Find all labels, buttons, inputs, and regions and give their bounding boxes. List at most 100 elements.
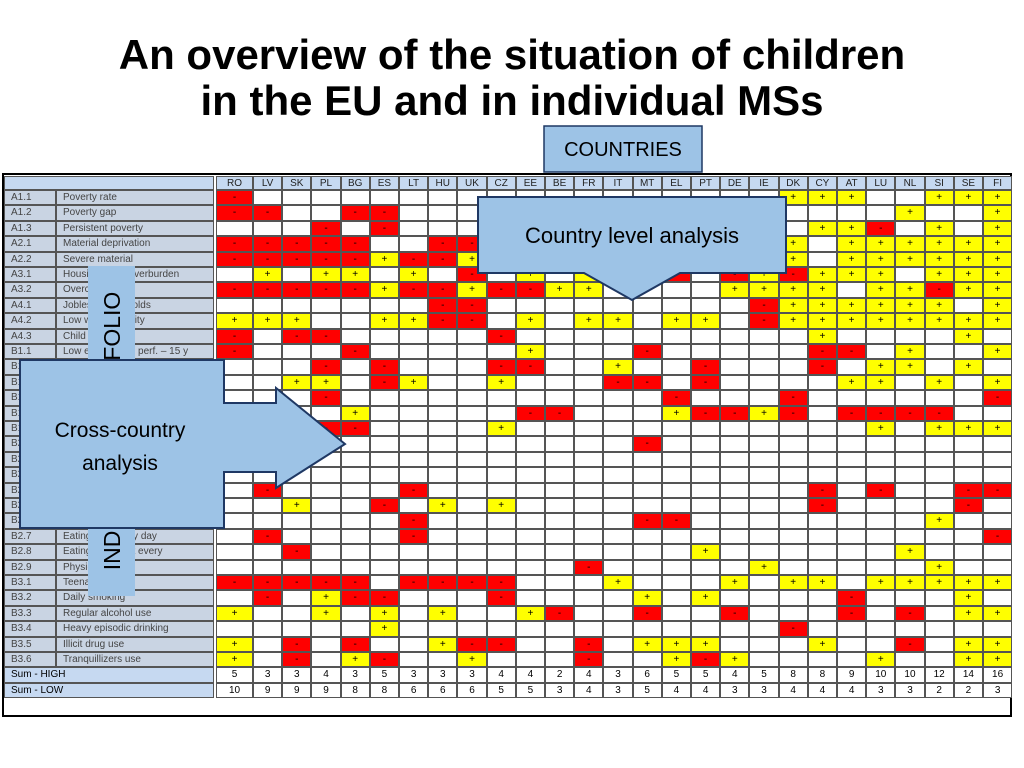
row-code: A4.2 [4, 313, 56, 329]
sum-value: 3 [545, 682, 575, 699]
cell [895, 190, 925, 206]
cell [340, 390, 370, 406]
cell [369, 544, 399, 560]
cell [311, 528, 341, 545]
cross-callout [19, 359, 347, 529]
cell: - [311, 328, 341, 344]
cell: - [457, 636, 487, 652]
cell [428, 621, 458, 637]
cell [632, 544, 662, 560]
cell [369, 405, 399, 421]
cell [895, 482, 925, 498]
cell: + [924, 251, 954, 267]
cell [545, 328, 575, 344]
cell: + [895, 313, 925, 329]
cell: - [632, 605, 662, 622]
cell [632, 390, 662, 406]
cell [282, 590, 312, 606]
cell: - [486, 636, 516, 652]
cell [399, 559, 429, 575]
cell: + [837, 267, 867, 283]
cell [399, 605, 429, 622]
cell [661, 297, 691, 314]
column-header: SE [953, 176, 983, 190]
cell [457, 544, 487, 560]
sum-value: 2 [545, 667, 575, 683]
cell [924, 328, 954, 344]
cell [399, 498, 429, 514]
cell [749, 451, 779, 468]
cell [574, 513, 604, 529]
cell [216, 559, 253, 575]
cell: + [340, 267, 370, 283]
cell: + [953, 636, 983, 652]
cell [895, 498, 925, 514]
sum-value: 4 [720, 667, 750, 683]
cell: - [282, 236, 312, 252]
cell [895, 390, 925, 406]
cross-callout-text: Cross-country [55, 419, 186, 442]
cell [282, 528, 312, 545]
sum-value: 9 [282, 682, 312, 699]
cell: + [983, 282, 1013, 298]
cell [983, 559, 1013, 575]
cell: - [720, 605, 750, 622]
cell [457, 605, 487, 622]
cell: + [574, 282, 604, 298]
sum-value: 4 [691, 682, 721, 699]
cell: + [311, 605, 341, 622]
cell [603, 421, 633, 437]
sum-value: 6 [399, 682, 429, 699]
cell [895, 267, 925, 283]
cell [778, 436, 808, 452]
cell [691, 421, 721, 437]
cell: + [545, 282, 575, 298]
cell [282, 605, 312, 622]
cell [515, 621, 545, 637]
cell: + [866, 421, 896, 437]
cell: - [311, 282, 341, 298]
cell [632, 621, 662, 637]
cell [515, 513, 545, 529]
cell [691, 621, 721, 637]
cell [216, 544, 253, 560]
cell [369, 190, 399, 206]
cell: - [749, 297, 779, 314]
cell: - [340, 575, 370, 591]
cell: + [778, 313, 808, 329]
cell [311, 467, 341, 483]
cell: - [866, 482, 896, 498]
cell [340, 190, 370, 206]
cell [603, 451, 633, 468]
cell: + [953, 190, 983, 206]
cell [282, 190, 312, 206]
cell [340, 605, 370, 622]
cell [807, 559, 837, 575]
cell: - [457, 297, 487, 314]
cell: + [807, 313, 837, 329]
cell: - [253, 482, 283, 498]
cell [924, 636, 954, 652]
cell: - [632, 374, 662, 391]
cell [428, 528, 458, 545]
cell [399, 421, 429, 437]
cell [340, 451, 370, 468]
cell [895, 436, 925, 452]
cell: + [837, 190, 867, 206]
cell: + [983, 605, 1013, 622]
sum-value: 4 [311, 667, 341, 683]
cell [282, 482, 312, 498]
cell [749, 374, 779, 391]
cell [866, 559, 896, 575]
cell [457, 467, 487, 483]
sum-value: 4 [807, 682, 837, 699]
cell [837, 559, 867, 575]
cell: + [720, 652, 750, 668]
cell [486, 559, 516, 575]
cell: - [632, 436, 662, 452]
cell [282, 220, 312, 237]
row-code: A3.1 [4, 267, 56, 283]
column-header: CZ [486, 176, 516, 190]
cell [632, 498, 662, 514]
cell: - [632, 344, 662, 360]
